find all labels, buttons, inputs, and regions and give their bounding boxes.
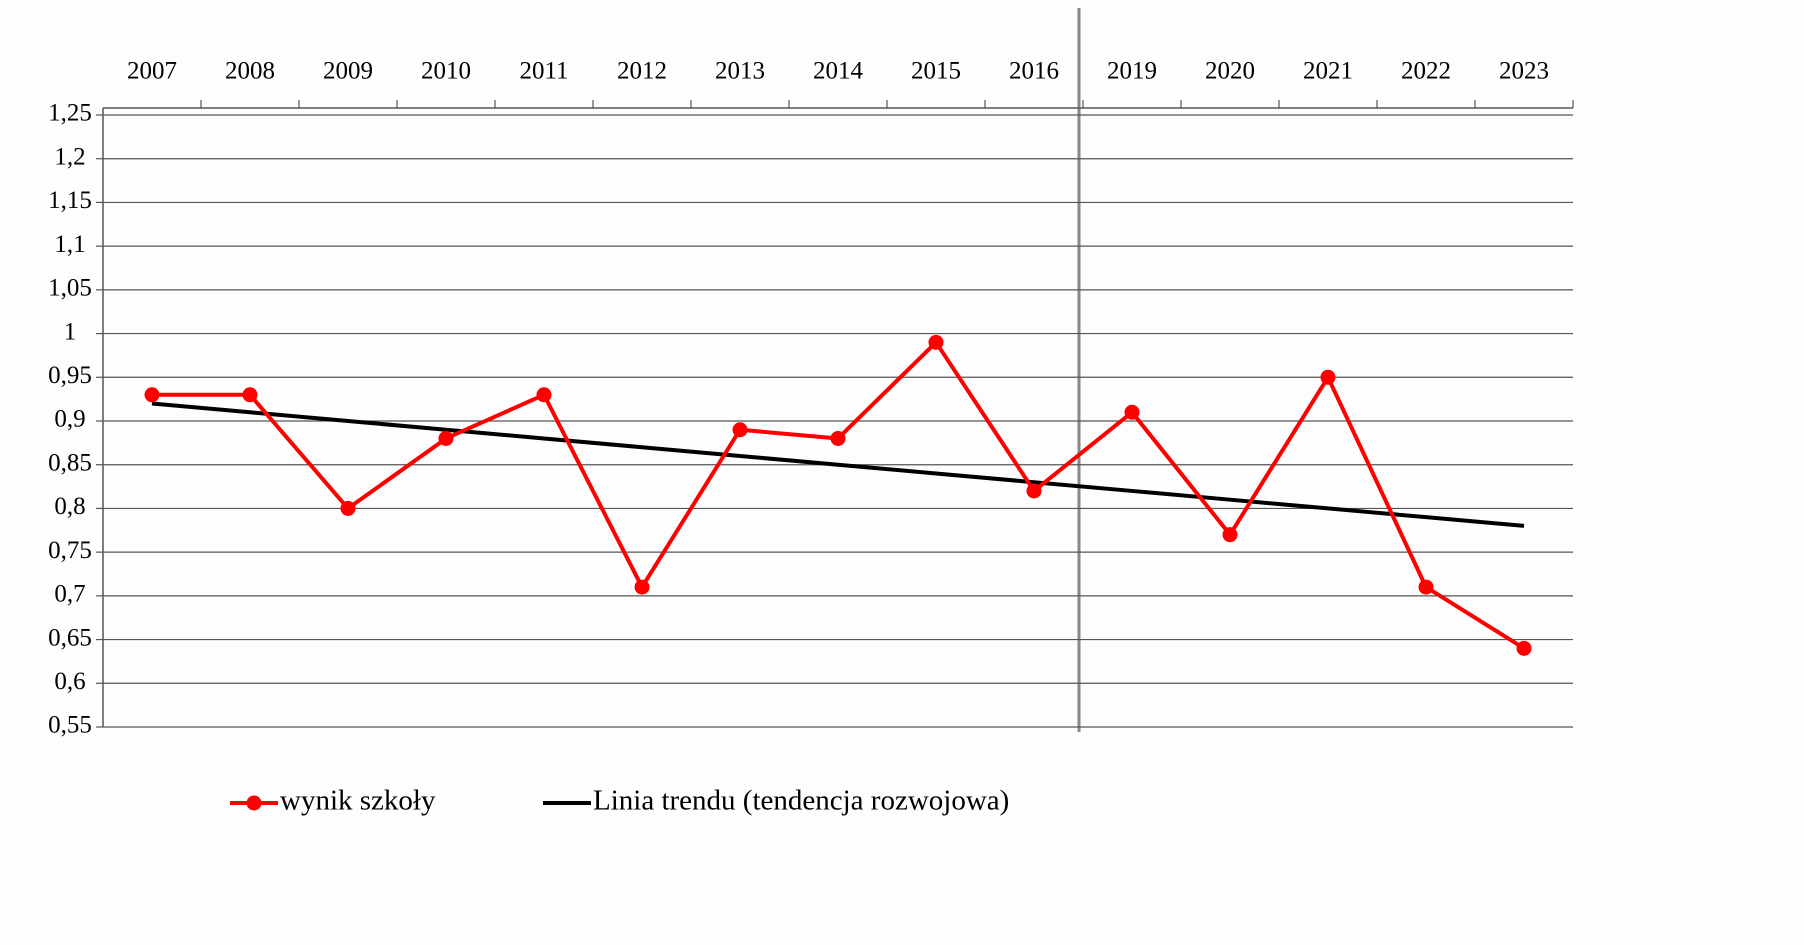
data-point bbox=[1418, 579, 1434, 595]
x-tick-label: 2011 bbox=[519, 58, 568, 85]
data-point bbox=[732, 422, 748, 438]
x-tick-label: 2013 bbox=[715, 58, 765, 85]
data-point bbox=[242, 387, 258, 403]
y-tick-label: 0,85 bbox=[48, 449, 92, 476]
data-point bbox=[1026, 483, 1042, 499]
x-tick-label: 2015 bbox=[911, 58, 961, 85]
y-tick-label: 0,9 bbox=[54, 406, 85, 433]
y-tick-label: 0,6 bbox=[54, 668, 85, 695]
y-tick-label: 1,05 bbox=[48, 275, 92, 302]
y-tick-label: 0,75 bbox=[48, 537, 92, 564]
x-tick-label: 2016 bbox=[1009, 58, 1059, 85]
data-point bbox=[830, 430, 846, 446]
data-point bbox=[144, 387, 160, 403]
x-tick-label: 2022 bbox=[1401, 58, 1451, 85]
legend-marker bbox=[246, 795, 262, 811]
x-tick-label: 2008 bbox=[225, 58, 275, 85]
legend-label: Linia trendu (tendencja rozwojowa) bbox=[593, 785, 1009, 817]
legend: wynik szkoły Linia trendu (tendencja rozw… bbox=[230, 785, 1009, 817]
x-tick-label: 2014 bbox=[813, 58, 864, 85]
x-tick-label: 2023 bbox=[1499, 58, 1549, 85]
x-tick-label: 2019 bbox=[1107, 58, 1157, 85]
y-tick-label: 1 bbox=[64, 318, 77, 345]
y-tick-label: 0,65 bbox=[48, 624, 92, 651]
data-point bbox=[340, 500, 356, 516]
series-line bbox=[151, 401, 1525, 528]
y-tick-label: 1,1 bbox=[54, 231, 85, 258]
data-point bbox=[536, 387, 552, 403]
x-tick-label: 2021 bbox=[1303, 58, 1353, 85]
y-tick-label: 0,7 bbox=[54, 581, 85, 608]
y-tick-label: 0,95 bbox=[48, 362, 92, 389]
data-point bbox=[1222, 527, 1238, 543]
data-point bbox=[928, 334, 944, 350]
data-point bbox=[1516, 640, 1532, 656]
y-tick-label: 1,25 bbox=[48, 100, 92, 127]
data-point bbox=[1320, 369, 1336, 385]
data-point bbox=[1124, 404, 1140, 420]
y-tick-label: 0,8 bbox=[54, 493, 85, 520]
x-tick-label: 2009 bbox=[323, 58, 373, 85]
data-point bbox=[438, 430, 454, 446]
legend-label: wynik szkoły bbox=[280, 785, 436, 817]
x-tick-label: 2010 bbox=[421, 58, 471, 85]
x-tick-label: 2012 bbox=[617, 58, 667, 85]
y-tick-label: 1,15 bbox=[48, 187, 92, 214]
y-tick-label: 0,55 bbox=[48, 712, 92, 739]
x-tick-label: 2007 bbox=[127, 58, 177, 85]
x-tick-label: 2020 bbox=[1205, 58, 1255, 85]
data-point bbox=[634, 579, 650, 595]
y-tick-label: 1,2 bbox=[54, 143, 85, 170]
